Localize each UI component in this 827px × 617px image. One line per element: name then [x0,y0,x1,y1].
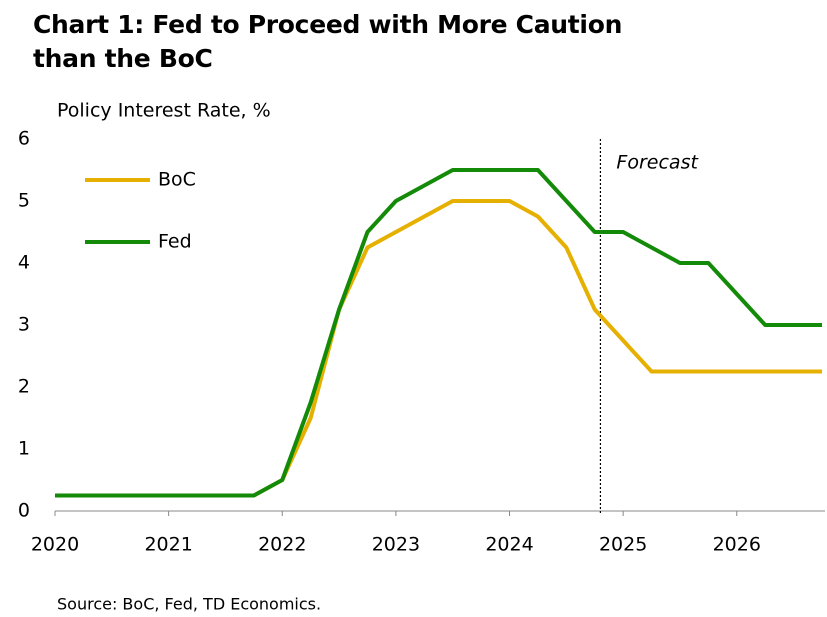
y-tick-label: 0 [18,500,30,522]
x-tick-label: 2025 [599,534,647,556]
x-tick-label: 2026 [713,534,761,556]
x-tick-label: 2020 [31,534,79,556]
chart-title: Chart 1: Fed to Proceed with More Cautio… [33,10,623,73]
x-tick-label: 2021 [144,534,192,556]
y-tick-label: 4 [18,252,30,274]
x-tick-label: 2023 [372,534,420,556]
legend-label: Fed [158,231,192,253]
y-tick-label: 2 [18,376,30,398]
y-tick-label: 5 [18,190,30,212]
y-tick-label: 6 [18,128,30,150]
y-tick-label: 3 [18,314,30,336]
legend-label: BoC [158,169,196,191]
y-tick-label: 1 [18,438,30,460]
x-tick-label: 2022 [258,534,306,556]
x-tick-label: 2024 [485,534,533,556]
source: Source: BoC, Fed, TD Economics. [57,595,321,614]
series-line [55,168,822,498]
forecast-label: Forecast [616,152,699,174]
y-axis-label: Policy Interest Rate, % [57,100,271,122]
